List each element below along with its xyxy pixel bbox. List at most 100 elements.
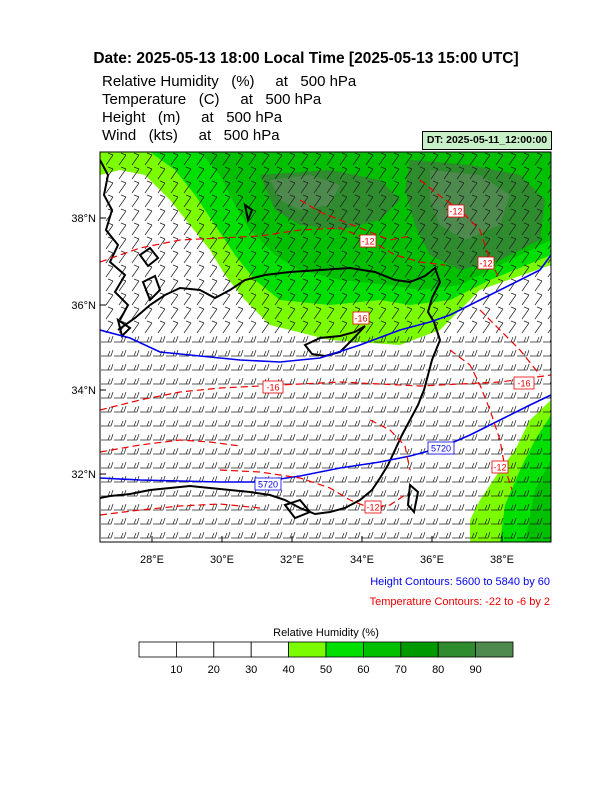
- wind-barb: [374, 517, 387, 525]
- wind-barb: [209, 250, 218, 264]
- temperature-contour-label: -12: [449, 207, 462, 217]
- wind-barb: [140, 517, 153, 525]
- height-contour-note: Height Contours: 5600 to 5840 by 60: [370, 576, 550, 588]
- wind-barb: [521, 250, 530, 264]
- wind-barb: [530, 363, 543, 371]
- wind-barb: [131, 306, 140, 320]
- wind-barb: [157, 152, 166, 166]
- wind-barb: [261, 320, 270, 334]
- colorbar-swatch: [325, 641, 364, 658]
- wind-barb: [521, 306, 530, 320]
- wind-barb: [348, 419, 361, 427]
- wind-barb: [534, 306, 543, 320]
- wind-barb: [361, 531, 374, 539]
- wind-barb: [326, 250, 335, 264]
- wind-barb: [313, 194, 322, 208]
- wind-barb: [482, 166, 491, 180]
- wind-barb: [283, 405, 296, 413]
- wind-barb: [413, 363, 426, 371]
- wind-barb: [456, 166, 465, 180]
- wind-barb: [443, 180, 452, 194]
- wind-barb: [166, 531, 179, 539]
- wind-barb: [218, 531, 231, 539]
- wind-barb: [543, 492, 551, 497]
- wind-barb: [482, 306, 491, 320]
- wind-barb: [153, 377, 166, 385]
- wind-barb: [170, 320, 179, 334]
- wind-barb: [153, 433, 166, 441]
- wind-barb: [218, 503, 231, 511]
- wind-barb: [491, 489, 504, 497]
- wind-barb: [508, 320, 517, 334]
- wind-barb: [400, 349, 413, 357]
- wind-barb: [105, 264, 114, 278]
- wind-barb: [465, 335, 478, 343]
- wind-barb: [296, 419, 309, 427]
- colorbar-tick-label: 60: [357, 664, 369, 676]
- wind-barb: [166, 363, 179, 371]
- wind-barb: [456, 292, 465, 306]
- wind-barb: [348, 363, 361, 371]
- wind-barb: [248, 166, 257, 180]
- wind-barb: [517, 531, 530, 539]
- wind-barb: [439, 517, 452, 525]
- wind-barb: [222, 306, 231, 320]
- wind-barb: [300, 152, 309, 166]
- wind-barb: [495, 278, 504, 292]
- wind-barb: [504, 419, 517, 427]
- wind-barb: [404, 250, 413, 264]
- wind-barb: [439, 461, 452, 469]
- wind-barb: [283, 461, 296, 469]
- wind-barb: [322, 489, 335, 497]
- wind-barb: [326, 152, 335, 166]
- wind-barb: [287, 292, 296, 306]
- wind-barb: [140, 377, 153, 385]
- wind-barb: [361, 363, 374, 371]
- wind-barb: [166, 461, 179, 469]
- wind-barb: [300, 236, 309, 250]
- wind-barb: [170, 208, 179, 222]
- wind-barb: [153, 531, 166, 539]
- wind-barb: [439, 391, 452, 399]
- wind-barb: [456, 222, 465, 236]
- wind-barb: [404, 292, 413, 306]
- temperature-contour-label: -12: [479, 259, 492, 269]
- wind-barb: [205, 531, 218, 539]
- wind-barb: [105, 306, 114, 320]
- wind-barb: [387, 489, 400, 497]
- wind-barb: [248, 236, 257, 250]
- wind-barb: [235, 208, 244, 222]
- wind-barb: [296, 349, 309, 357]
- wind-barb: [430, 236, 439, 250]
- colorbar-tick-label: 70: [395, 664, 407, 676]
- wind-barb: [192, 433, 205, 441]
- wind-barb: [495, 152, 504, 166]
- wind-barb: [283, 349, 296, 357]
- wind-barb: [157, 264, 166, 278]
- colorbar-tick-label: 20: [208, 664, 220, 676]
- wind-barb: [205, 391, 218, 399]
- wind-barb: [348, 475, 361, 483]
- wind-barb: [114, 363, 127, 371]
- wind-barb: [153, 517, 166, 525]
- wind-barb: [313, 278, 322, 292]
- wind-barb: [300, 320, 309, 334]
- wind-barb: [101, 531, 114, 539]
- wind-barb: [296, 391, 309, 399]
- wind-barb: [374, 349, 387, 357]
- wind-barb: [127, 419, 140, 427]
- wind-barb: [478, 447, 491, 455]
- wind-barb: [391, 320, 400, 334]
- wind-barb: [322, 419, 335, 427]
- wind-barb: [101, 391, 114, 399]
- lon-label: 28°E: [140, 554, 164, 566]
- wind-barb: [426, 377, 439, 385]
- wind-barb: [426, 335, 439, 343]
- wind-barb: [105, 250, 114, 264]
- wind-barb: [274, 152, 283, 166]
- wind-barb: [248, 306, 257, 320]
- wind-barb: [196, 166, 205, 180]
- wind-barb: [101, 335, 114, 343]
- wind-barb: [231, 503, 244, 511]
- wind-barb: [101, 447, 114, 455]
